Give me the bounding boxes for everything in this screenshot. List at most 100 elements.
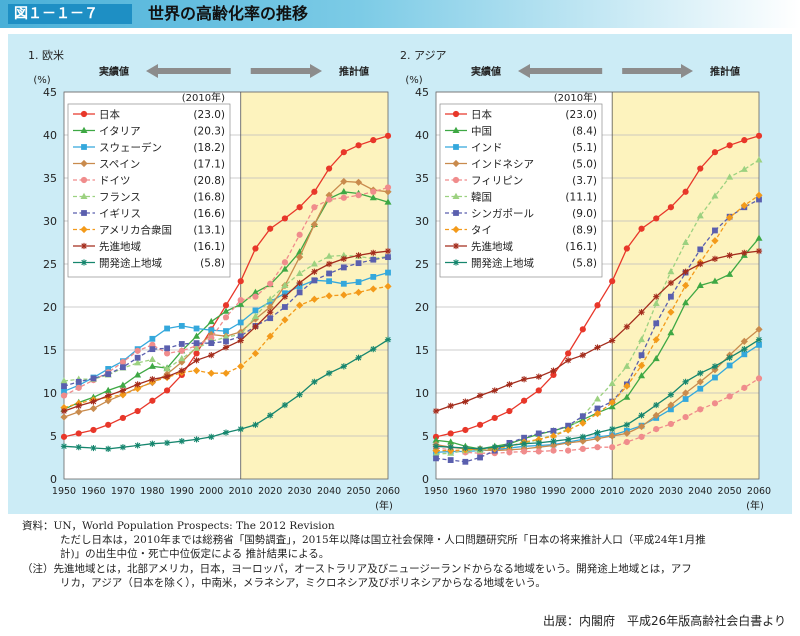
data-point-6	[149, 397, 156, 404]
data-point-19	[712, 374, 718, 381]
data-point-21	[741, 351, 748, 358]
y-tick-label: 40	[43, 129, 57, 142]
data-point-17	[310, 220, 318, 229]
data-point-16	[667, 204, 675, 211]
data-point-2	[462, 398, 469, 405]
y-tick-label: 45	[43, 86, 57, 99]
legend-series-value: (18.2)	[193, 142, 225, 154]
legend-series-name: スウェーデン	[99, 141, 162, 154]
data-point-22	[385, 254, 391, 261]
data-point-17	[682, 413, 689, 421]
data-point-7	[535, 430, 542, 437]
data-point-15	[281, 281, 289, 288]
panel-title: 2. アジア	[400, 49, 447, 62]
data-point-9	[193, 350, 200, 357]
data-point-20	[726, 252, 733, 259]
figure-header: 図１－１－７ 世界の高齢化率の推移	[0, 0, 800, 28]
legend-series-value: (8.4)	[572, 126, 597, 138]
data-point-8	[178, 354, 186, 362]
data-point-16	[296, 269, 304, 276]
data-point-16	[296, 391, 303, 398]
data-point-9	[193, 325, 200, 332]
data-point-8	[550, 371, 557, 379]
data-point-19	[711, 363, 719, 370]
data-point-0	[432, 407, 440, 415]
data-point-1	[447, 444, 454, 451]
data-point-15	[281, 401, 289, 409]
data-point-10	[579, 419, 587, 427]
data-point-19	[711, 149, 719, 156]
legend-series-value: (16.1)	[193, 241, 225, 253]
data-point-6	[149, 376, 156, 383]
data-point-19	[340, 194, 347, 201]
data-point-22	[384, 184, 392, 191]
x-tick-label: 2030	[659, 486, 683, 497]
data-point-21	[740, 337, 748, 345]
legend-series-name: 中国	[471, 125, 492, 138]
y-tick-label: 15	[415, 344, 429, 357]
data-point-0	[432, 436, 440, 443]
data-point-14	[267, 309, 274, 316]
data-point-5	[506, 442, 513, 449]
data-point-3	[104, 386, 112, 393]
data-point-11	[222, 307, 230, 314]
data-point-8	[550, 427, 557, 434]
data-point-15	[282, 304, 288, 310]
y-tick-label: 0	[422, 473, 429, 486]
data-point-13	[252, 307, 259, 314]
data-point-18	[697, 165, 704, 172]
y-tick-label: 10	[415, 387, 429, 400]
data-point-15	[652, 354, 660, 362]
actual-label: 実績値	[471, 65, 501, 78]
data-point-1	[75, 402, 82, 409]
data-point-11	[594, 444, 601, 451]
data-point-18	[697, 406, 704, 413]
series-0	[432, 132, 763, 440]
data-point-6	[520, 397, 528, 404]
y-tick-label: 30	[43, 215, 57, 228]
data-point-13	[623, 245, 630, 252]
data-point-legend-7	[452, 225, 460, 234]
data-point-16	[668, 406, 674, 413]
data-point-3	[476, 392, 484, 399]
data-point-14	[267, 280, 274, 287]
chart-panel: 0 5 10 15 20 25 30 35 40 45 1950 1960 1970 1980 1990 20…	[8, 34, 792, 514]
data-point-1	[447, 402, 454, 409]
data-point-17	[311, 378, 318, 385]
y-axis-unit: (%)	[33, 75, 50, 86]
y-tick-label: 40	[415, 129, 429, 142]
data-point-8	[549, 432, 558, 440]
data-point-11	[594, 429, 601, 436]
data-point-4	[491, 387, 498, 394]
data-point-10	[207, 330, 215, 339]
data-point-12	[609, 337, 616, 344]
data-point-19	[340, 291, 348, 299]
data-point-11	[222, 302, 230, 309]
data-point-7	[535, 373, 542, 380]
data-point-15	[281, 293, 289, 300]
legend-series-value: (13.1)	[193, 225, 225, 237]
data-point-14	[267, 298, 274, 305]
data-point-8	[550, 367, 557, 374]
data-point-21	[370, 274, 377, 280]
x-tick-label: 1980	[140, 486, 164, 497]
data-point-15	[281, 259, 289, 266]
x-tick-label: 2000	[199, 486, 223, 497]
y-tick-label: 35	[415, 172, 429, 185]
projected-arrow	[622, 64, 693, 78]
data-point-7	[163, 387, 171, 394]
legend-series-value: (3.7)	[572, 175, 597, 187]
series-9	[60, 336, 392, 452]
x-tick-label: 1990	[541, 486, 565, 497]
legend-series-name: 日本	[471, 108, 492, 121]
x-tick-label: 1980	[512, 486, 536, 497]
data-point-9	[193, 344, 201, 351]
data-point-6	[149, 346, 156, 353]
data-point-5	[506, 381, 513, 388]
data-point-19	[711, 237, 719, 245]
data-point-8	[550, 438, 557, 445]
data-point-21	[741, 249, 748, 256]
data-point-5	[506, 407, 513, 415]
data-point-11	[594, 395, 601, 402]
data-point-11	[594, 405, 601, 412]
